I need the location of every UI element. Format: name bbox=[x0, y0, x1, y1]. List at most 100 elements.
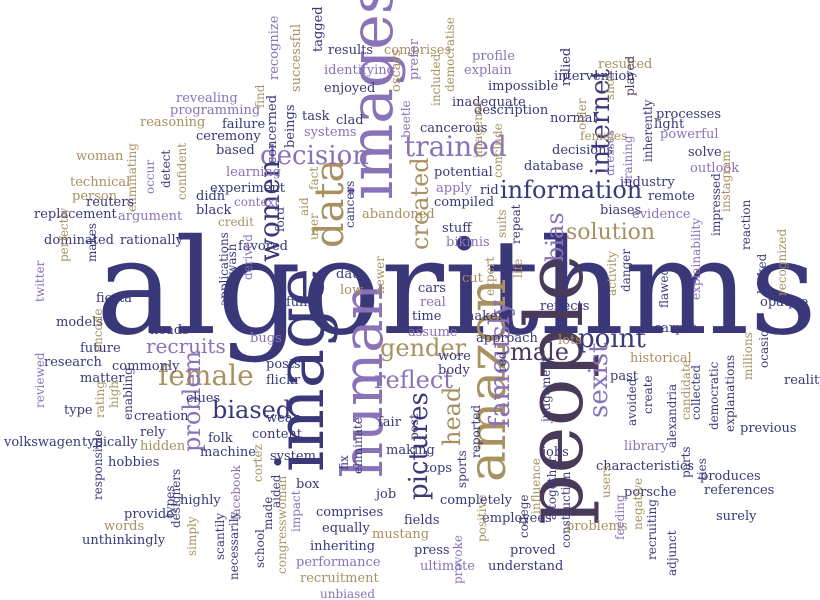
word-feeding: feeding bbox=[613, 494, 627, 540]
word-construction: construction bbox=[559, 471, 573, 548]
word-enabling: enabling bbox=[121, 367, 135, 420]
word-fix: fix bbox=[337, 455, 351, 470]
word-gender: gender bbox=[380, 334, 467, 362]
word-altogether: altogether bbox=[545, 456, 559, 520]
word-flickr: flickr bbox=[266, 373, 301, 388]
word-reasoning: reasoning bbox=[140, 115, 206, 130]
word-person: person bbox=[72, 189, 118, 204]
word-cancers: cancers bbox=[343, 180, 357, 228]
word-user: user bbox=[307, 213, 321, 240]
word-bias: bias bbox=[541, 212, 569, 262]
word-volkswagen: volkswagen bbox=[4, 435, 82, 450]
word-employees: employees bbox=[482, 511, 552, 526]
word-shot: shot bbox=[603, 74, 617, 100]
word-successful: successful bbox=[289, 24, 304, 92]
word-body: body bbox=[438, 363, 470, 378]
word-jobs: jobs bbox=[542, 445, 569, 460]
word-context: context bbox=[234, 195, 280, 209]
word-processes: processes bbox=[656, 107, 722, 122]
word-candidate: candidate bbox=[679, 360, 693, 420]
word-rating: rating bbox=[93, 381, 107, 418]
word-opaque: opaque bbox=[760, 295, 809, 310]
word-explainability: explainability bbox=[689, 217, 703, 300]
word-high: high bbox=[107, 381, 121, 408]
word-rationally: rationally bbox=[120, 233, 183, 248]
word-confident: confident bbox=[175, 142, 189, 200]
word-normal: normal bbox=[550, 111, 597, 126]
word-bikinis: bikinis bbox=[446, 235, 490, 250]
word-date: date bbox=[336, 267, 365, 282]
word-fiesta: fiesta bbox=[96, 291, 133, 306]
word-models: models bbox=[56, 315, 103, 330]
word-equally: equally bbox=[322, 521, 370, 536]
word-matter: matter bbox=[80, 371, 125, 386]
word-negative: negative bbox=[631, 477, 645, 530]
word-included: included bbox=[429, 53, 443, 106]
word-commonly: commonly bbox=[112, 359, 180, 374]
word-references: references bbox=[704, 483, 775, 498]
word-prefer: prefer bbox=[407, 39, 422, 80]
word-understand: understand bbox=[488, 559, 564, 574]
word-unthinkingly: unthinkingly bbox=[82, 533, 166, 548]
word-machine: machine bbox=[200, 445, 256, 460]
word-provoke: provoke bbox=[451, 534, 465, 584]
word-future: future bbox=[80, 341, 121, 356]
word-reflect: reflect bbox=[374, 366, 453, 394]
word-carpet: carpet bbox=[654, 321, 697, 336]
word-library: library bbox=[624, 439, 669, 454]
word-life: life bbox=[511, 258, 525, 278]
word-democratic: democratic bbox=[707, 361, 721, 430]
word-head: head bbox=[438, 386, 466, 446]
word-detect: detect bbox=[159, 149, 173, 188]
word-performance: performance bbox=[296, 555, 381, 570]
word-enjoyed: enjoyed bbox=[324, 81, 376, 96]
word-red: red bbox=[495, 351, 509, 372]
word-making: making bbox=[386, 443, 435, 458]
word-twitter: twitter bbox=[33, 260, 47, 302]
word-newer: newer bbox=[373, 256, 387, 294]
word-repeat: repeat bbox=[509, 204, 523, 244]
word-powerful: powerful bbox=[660, 127, 719, 142]
word-impossible: impossible bbox=[488, 79, 559, 94]
word-based: based bbox=[216, 143, 255, 158]
word-hidden: hidden bbox=[140, 439, 186, 454]
word-recruitment: recruitment bbox=[300, 571, 379, 586]
word-light: light bbox=[654, 117, 685, 132]
word-biases: biases bbox=[600, 203, 642, 218]
word-apply: apply bbox=[436, 181, 472, 196]
word-proved: proved bbox=[510, 543, 556, 558]
word-ceremony: ceremony bbox=[196, 129, 261, 144]
word-assume: assume bbox=[408, 325, 458, 340]
word-cancerous: cancerous bbox=[420, 121, 488, 136]
word-compiled: compiled bbox=[434, 195, 495, 210]
word-reported: reported bbox=[469, 404, 483, 458]
word-reality: reality bbox=[784, 373, 820, 388]
word-evidence: evidence bbox=[632, 207, 691, 222]
word-time: time bbox=[412, 309, 442, 324]
word-learning: learning bbox=[226, 165, 282, 180]
word-ford: ford bbox=[273, 206, 287, 232]
word-outlook: outlook bbox=[690, 161, 740, 176]
word-recognize: recognize bbox=[267, 15, 282, 80]
word-algorithms: algorithms bbox=[96, 211, 818, 365]
word-suits: suits bbox=[495, 209, 509, 238]
word-reuters: reuters bbox=[86, 195, 135, 210]
word-argument: argument bbox=[118, 209, 183, 224]
word-cut: cut bbox=[462, 271, 483, 286]
word-mustang: mustang bbox=[372, 527, 430, 542]
word-bugs: bugs bbox=[250, 331, 282, 346]
word-box: box bbox=[296, 477, 320, 492]
word-profile: profile bbox=[472, 49, 515, 64]
word-post: post bbox=[407, 414, 421, 440]
word-experiment: experiment bbox=[210, 181, 286, 196]
word-solution: solution bbox=[566, 220, 656, 245]
word-trained: trained bbox=[404, 130, 507, 163]
word-females: females bbox=[580, 129, 628, 143]
word-abandoned: abandoned bbox=[362, 207, 435, 222]
word-decisions: decisions bbox=[552, 143, 614, 158]
word-favored: favored bbox=[238, 239, 288, 254]
word-characteristics: characteristics bbox=[596, 459, 694, 474]
word-black: black bbox=[196, 203, 232, 218]
word-hobbies: hobbies bbox=[108, 455, 160, 470]
